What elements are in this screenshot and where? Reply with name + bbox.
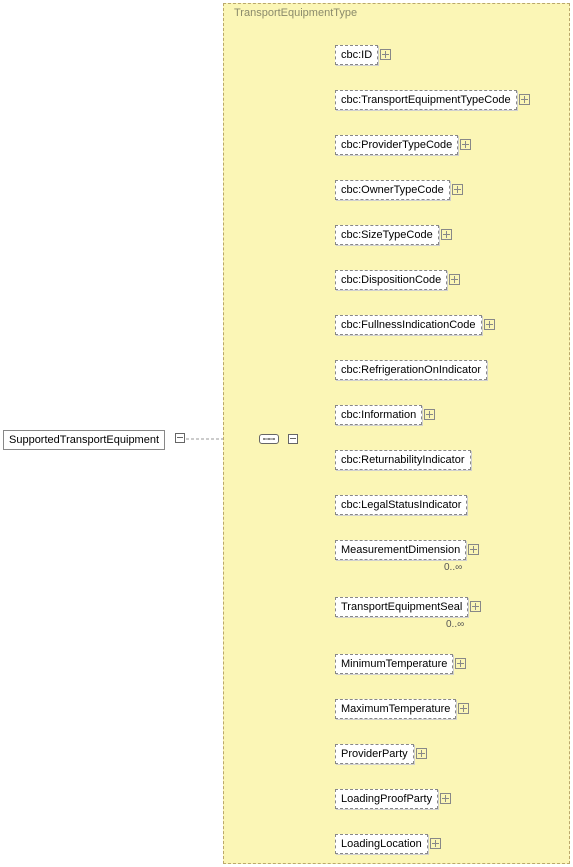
sequence-connector xyxy=(259,434,279,444)
child-element: cbc:Information xyxy=(335,405,422,425)
expand-icon[interactable] xyxy=(440,793,451,804)
child-label: cbc:ReturnabilityIndicator xyxy=(341,454,465,466)
child-element: cbc:ID xyxy=(335,45,378,65)
child-label: MinimumTemperature xyxy=(341,658,447,670)
expand-icon[interactable] xyxy=(424,409,435,420)
child-element: LoadingLocation xyxy=(335,834,428,854)
child-label: cbc:SizeTypeCode xyxy=(341,229,433,241)
sequence-expand-handle[interactable] xyxy=(288,434,298,444)
child-element: MinimumTemperature xyxy=(335,654,453,674)
child-element: MeasurementDimension xyxy=(335,540,466,560)
child-element: cbc:FullnessIndicationCode xyxy=(335,315,482,335)
child-label: cbc:ProviderTypeCode xyxy=(341,139,452,151)
child-label: MaximumTemperature xyxy=(341,703,450,715)
child-element: cbc:SizeTypeCode xyxy=(335,225,439,245)
child-label: cbc:TransportEquipmentTypeCode xyxy=(341,94,511,106)
root-label: SupportedTransportEquipment xyxy=(9,434,159,446)
child-label: ProviderParty xyxy=(341,748,408,760)
expand-icon[interactable] xyxy=(380,49,391,60)
child-label: cbc:LegalStatusIndicator xyxy=(341,499,461,511)
expand-icon[interactable] xyxy=(455,658,466,669)
expand-icon[interactable] xyxy=(519,94,530,105)
expand-icon[interactable] xyxy=(449,274,460,285)
child-element: LoadingProofParty xyxy=(335,789,438,809)
child-element: cbc:DispositionCode xyxy=(335,270,447,290)
child-label: MeasurementDimension xyxy=(341,544,460,556)
cardinality-label: 0..∞ xyxy=(444,562,462,573)
expand-icon[interactable] xyxy=(470,601,481,612)
child-element: cbc:RefrigerationOnIndicator xyxy=(335,360,487,380)
expand-icon[interactable] xyxy=(441,229,452,240)
child-label: cbc:RefrigerationOnIndicator xyxy=(341,364,481,376)
child-element: TransportEquipmentSeal xyxy=(335,597,468,617)
child-element: cbc:ProviderTypeCode xyxy=(335,135,458,155)
child-label: cbc:FullnessIndicationCode xyxy=(341,319,476,331)
child-element: MaximumTemperature xyxy=(335,699,456,719)
child-label: LoadingProofParty xyxy=(341,793,432,805)
root-element: SupportedTransportEquipment xyxy=(3,430,165,450)
expand-icon[interactable] xyxy=(484,319,495,330)
type-label: TransportEquipmentType xyxy=(234,7,357,19)
expand-icon[interactable] xyxy=(416,748,427,759)
child-element: ProviderParty xyxy=(335,744,414,764)
root-expand-handle[interactable] xyxy=(175,433,185,443)
expand-icon[interactable] xyxy=(430,838,441,849)
cardinality-label: 0..∞ xyxy=(446,619,464,630)
child-element: cbc:ReturnabilityIndicator xyxy=(335,450,471,470)
child-label: LoadingLocation xyxy=(341,838,422,850)
child-label: cbc:DispositionCode xyxy=(341,274,441,286)
expand-icon[interactable] xyxy=(468,544,479,555)
child-label: TransportEquipmentSeal xyxy=(341,601,462,613)
child-label: cbc:ID xyxy=(341,49,372,61)
child-label: cbc:Information xyxy=(341,409,416,421)
child-element: cbc:OwnerTypeCode xyxy=(335,180,450,200)
child-label: cbc:OwnerTypeCode xyxy=(341,184,444,196)
child-element: cbc:TransportEquipmentTypeCode xyxy=(335,90,517,110)
expand-icon[interactable] xyxy=(458,703,469,714)
expand-icon[interactable] xyxy=(460,139,471,150)
child-element: cbc:LegalStatusIndicator xyxy=(335,495,467,515)
expand-icon[interactable] xyxy=(452,184,463,195)
